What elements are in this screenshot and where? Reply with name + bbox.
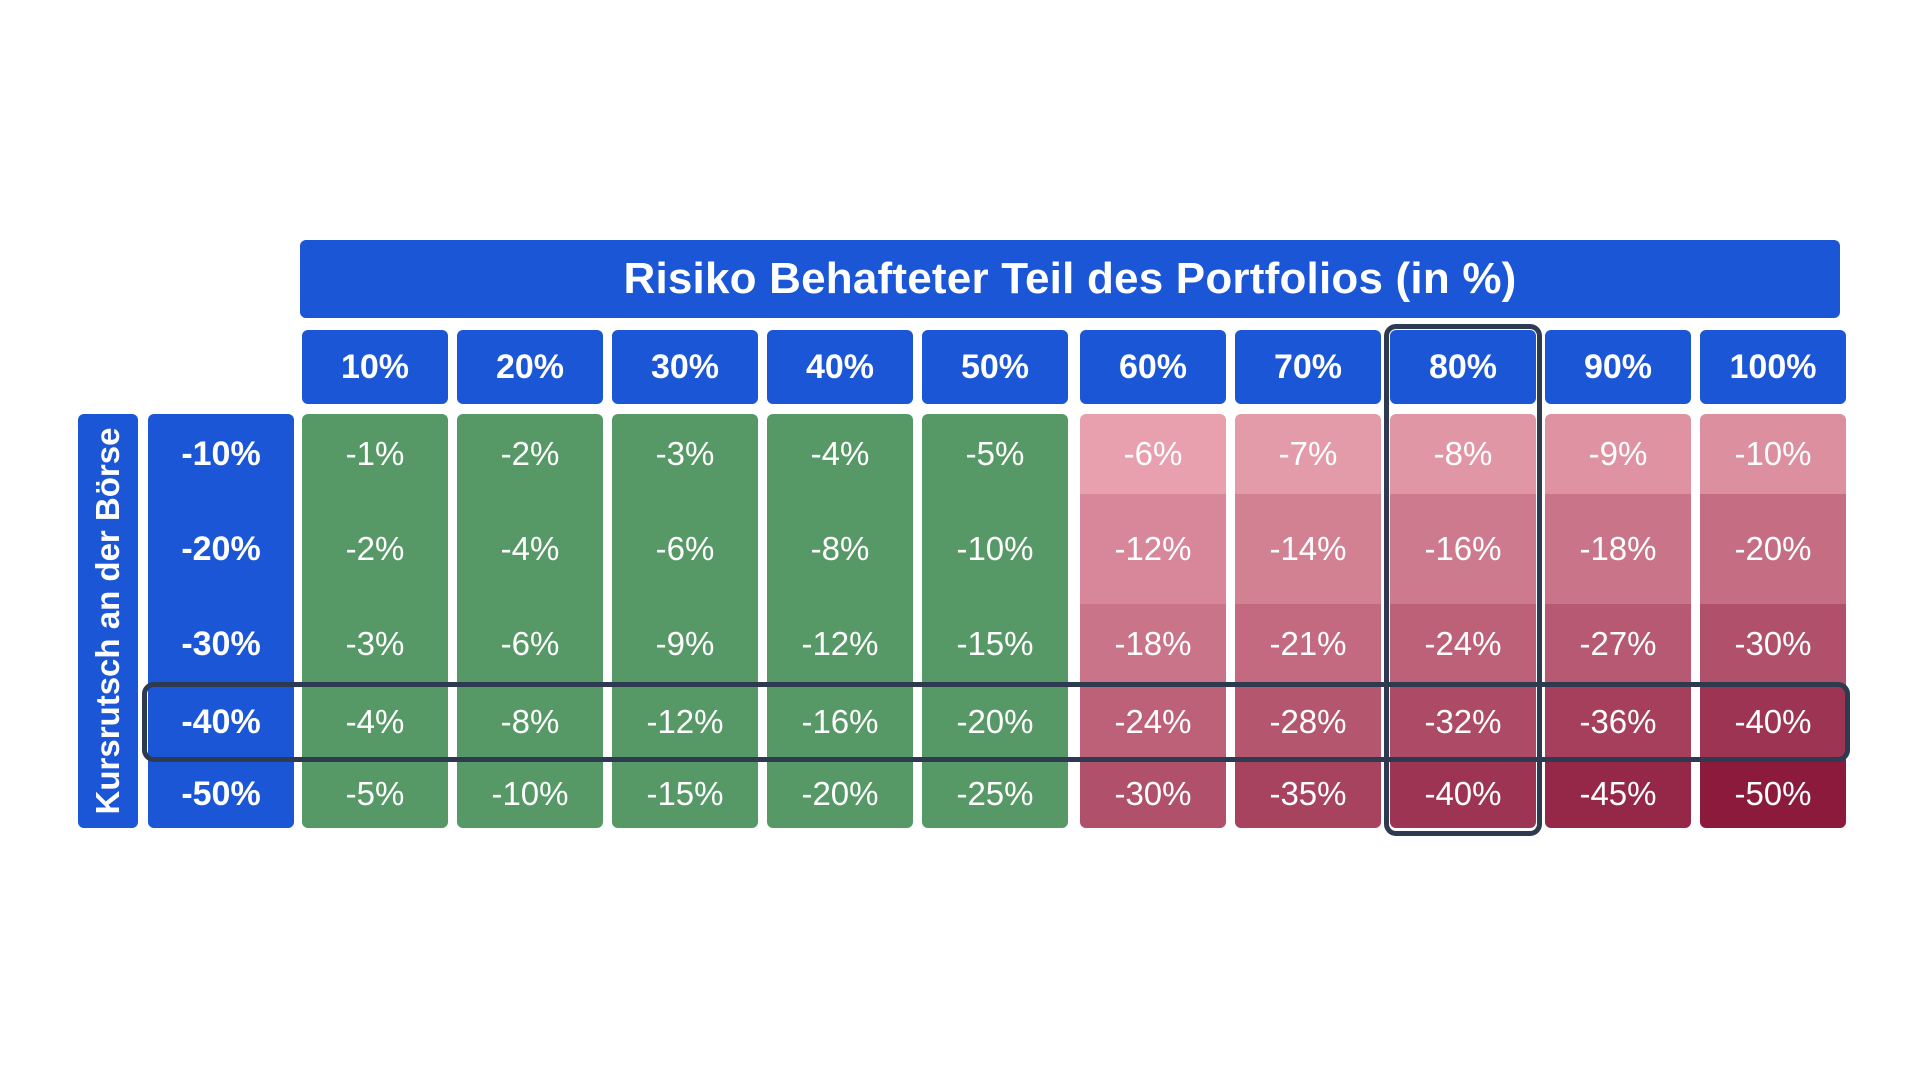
heatmap-cell: -8% (457, 684, 603, 760)
heatmap-cell: -16% (1390, 494, 1536, 604)
column-header: 90% (1545, 330, 1691, 404)
heatmap-cell: -1% (302, 414, 448, 494)
heatmap-cell: -10% (1700, 414, 1846, 494)
row-header: -40% (148, 684, 294, 760)
heatmap-cell: -4% (457, 494, 603, 604)
heatmap-cell: -50% (1700, 760, 1846, 828)
column-header: 100% (1700, 330, 1846, 404)
heatmap-cell: -10% (457, 760, 603, 828)
column-header: 60% (1080, 330, 1226, 404)
y-axis-label: Kursrutsch an der Börse (89, 427, 126, 815)
heatmap-cell: -5% (302, 760, 448, 828)
heatmap-cell: -20% (1700, 494, 1846, 604)
heatmap-cell: -28% (1235, 684, 1381, 760)
heatmap-cell: -12% (767, 604, 913, 684)
heatmap-cell: -5% (922, 414, 1068, 494)
heatmap-cell: -20% (767, 760, 913, 828)
heatmap-cell: -40% (1390, 760, 1536, 828)
heatmap-cell: -18% (1080, 604, 1226, 684)
chart-title: Risiko Behafteter Teil des Portfolios (i… (300, 240, 1840, 318)
column-header: 50% (922, 330, 1068, 404)
heatmap-cell: -20% (922, 684, 1068, 760)
heatmap-cell: -8% (767, 494, 913, 604)
heatmap-cell: -9% (1545, 414, 1691, 494)
heatmap-cell: -7% (1235, 414, 1381, 494)
column-header: 70% (1235, 330, 1381, 404)
heatmap-cell: -4% (767, 414, 913, 494)
heatmap-cell: -21% (1235, 604, 1381, 684)
column-header: 30% (612, 330, 758, 404)
column-header: 80% (1390, 330, 1536, 404)
heatmap-cell: -2% (457, 414, 603, 494)
heatmap-cell: -9% (612, 604, 758, 684)
column-header: 10% (302, 330, 448, 404)
heatmap-cell: -36% (1545, 684, 1691, 760)
heatmap-cell: -6% (457, 604, 603, 684)
heatmap-cell: -27% (1545, 604, 1691, 684)
heatmap-cell: -15% (612, 760, 758, 828)
heatmap-cell: -24% (1080, 684, 1226, 760)
heatmap-cell: -40% (1700, 684, 1846, 760)
y-axis-label-box: Kursrutsch an der Börse (78, 414, 138, 828)
row-header: -10% (148, 414, 294, 494)
column-header: 40% (767, 330, 913, 404)
heatmap-cell: -32% (1390, 684, 1536, 760)
heatmap-cell: -6% (1080, 414, 1226, 494)
row-header: -20% (148, 494, 294, 604)
heatmap-cell: -10% (922, 494, 1068, 604)
heatmap-cell: -30% (1700, 604, 1846, 684)
column-header: 20% (457, 330, 603, 404)
heatmap-cell: -3% (612, 414, 758, 494)
heatmap-cell: -12% (612, 684, 758, 760)
heatmap-cell: -12% (1080, 494, 1226, 604)
heatmap-cell: -2% (302, 494, 448, 604)
heatmap-cell: -8% (1390, 414, 1536, 494)
heatmap-cell: -16% (767, 684, 913, 760)
heatmap-cell: -24% (1390, 604, 1536, 684)
heatmap-cell: -4% (302, 684, 448, 760)
heatmap-cell: -14% (1235, 494, 1381, 604)
heatmap-cell: -18% (1545, 494, 1691, 604)
row-header: -30% (148, 604, 294, 684)
heatmap-cell: -6% (612, 494, 758, 604)
heatmap-cell: -35% (1235, 760, 1381, 828)
heatmap-cell: -45% (1545, 760, 1691, 828)
heatmap-cell: -30% (1080, 760, 1226, 828)
heatmap-cell: -15% (922, 604, 1068, 684)
row-header: -50% (148, 760, 294, 828)
heatmap-cell: -25% (922, 760, 1068, 828)
heatmap-cell: -3% (302, 604, 448, 684)
